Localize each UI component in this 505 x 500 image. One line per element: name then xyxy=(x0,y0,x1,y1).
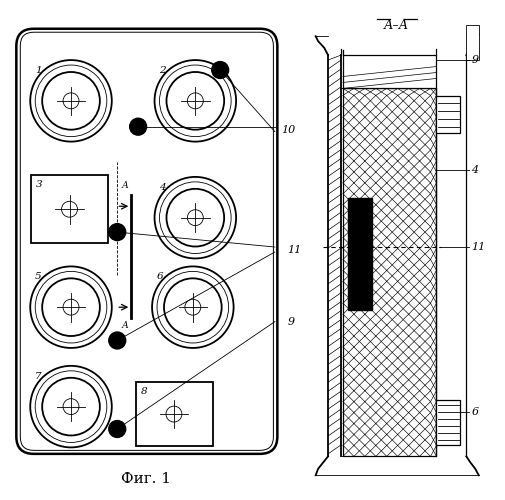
Bar xyxy=(348,198,372,310)
Text: А: А xyxy=(121,182,128,190)
Text: Фиг. 1: Фиг. 1 xyxy=(121,472,171,486)
Text: 9: 9 xyxy=(287,316,294,326)
Bar xyxy=(436,400,461,445)
FancyBboxPatch shape xyxy=(16,28,277,454)
Text: А–А: А–А xyxy=(384,19,410,32)
Text: 7: 7 xyxy=(35,372,42,381)
Text: А: А xyxy=(121,320,128,330)
Circle shape xyxy=(109,224,126,240)
Text: 6: 6 xyxy=(157,272,164,281)
Text: 8: 8 xyxy=(140,386,147,396)
Circle shape xyxy=(212,62,229,78)
Text: 6: 6 xyxy=(471,406,478,416)
Text: 4: 4 xyxy=(471,166,478,175)
Circle shape xyxy=(109,332,126,349)
Circle shape xyxy=(130,118,146,135)
Bar xyxy=(466,26,479,60)
Circle shape xyxy=(109,420,126,438)
Text: 2: 2 xyxy=(160,66,166,75)
Bar xyxy=(136,382,213,446)
Bar xyxy=(343,55,436,88)
Text: 11: 11 xyxy=(287,245,301,255)
Bar xyxy=(31,176,108,242)
Text: 3: 3 xyxy=(36,180,43,190)
Text: 10: 10 xyxy=(281,124,295,134)
Bar xyxy=(343,88,436,456)
Text: 9: 9 xyxy=(471,55,478,65)
Text: 4: 4 xyxy=(160,183,166,192)
Text: 5: 5 xyxy=(35,272,42,281)
Text: 11: 11 xyxy=(471,242,485,252)
Bar xyxy=(436,96,461,133)
Text: 1: 1 xyxy=(35,66,42,75)
